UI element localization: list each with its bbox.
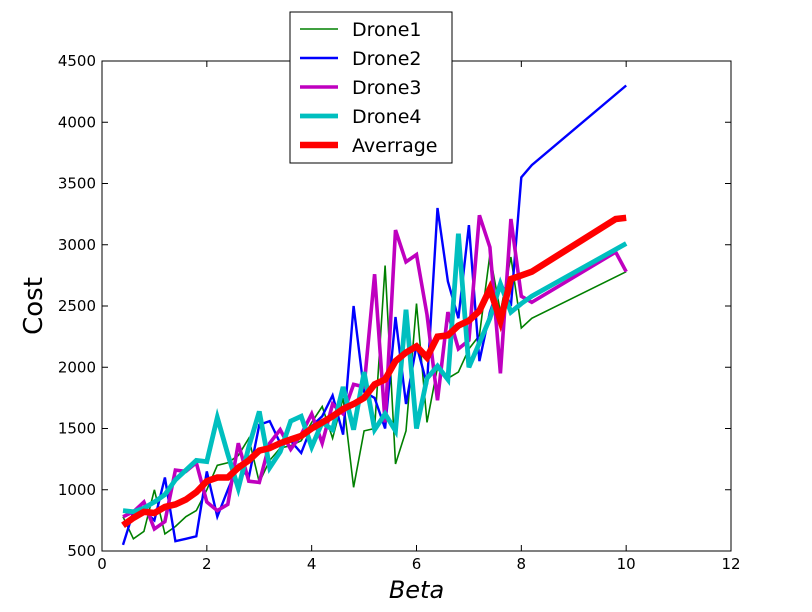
legend-label-drone2: Drone2 xyxy=(352,48,421,70)
x-tick-label: 8 xyxy=(517,555,527,573)
y-axis-label: Cost xyxy=(19,277,49,335)
legend: Drone1 Drone2 Drone3 Drone4 Averrage xyxy=(289,11,453,164)
legend-label-drone1: Drone1 xyxy=(352,19,421,41)
y-tick-label: 2500 xyxy=(58,297,96,315)
x-tick-label: 6 xyxy=(412,555,422,573)
series-line-drone4 xyxy=(122,233,628,515)
y-tick-label: 3000 xyxy=(58,236,96,254)
y-tick-label: 2000 xyxy=(58,358,96,376)
series-line-drone2 xyxy=(121,84,627,546)
y-tick-label: 4000 xyxy=(58,113,96,131)
legend-label-drone4: Drone4 xyxy=(352,106,421,128)
series-line-drone1 xyxy=(122,254,627,541)
y-tick-label: 3500 xyxy=(58,175,96,193)
legend-label-averrage: Averrage xyxy=(352,135,438,157)
axis-ticks: 0 2 4 6 8 10 12 500 1000 1500 2000 2500 3000 3500 4000… xyxy=(58,52,741,573)
x-axis-label: Beta xyxy=(389,576,444,604)
x-tick-label: 12 xyxy=(721,555,740,573)
series-line-averrage xyxy=(121,214,627,528)
plot-area xyxy=(121,84,628,546)
y-tick-label: 4500 xyxy=(58,52,96,70)
x-tick-label: 10 xyxy=(617,555,636,573)
x-tick-label: 0 xyxy=(97,555,107,573)
y-tick-label: 500 xyxy=(67,542,96,560)
y-tick-label: 1500 xyxy=(58,420,96,438)
x-tick-label: 4 xyxy=(307,555,317,573)
x-tick-label: 2 xyxy=(202,555,212,573)
legend-label-drone3: Drone3 xyxy=(352,77,421,99)
y-tick-label: 1000 xyxy=(58,481,96,499)
